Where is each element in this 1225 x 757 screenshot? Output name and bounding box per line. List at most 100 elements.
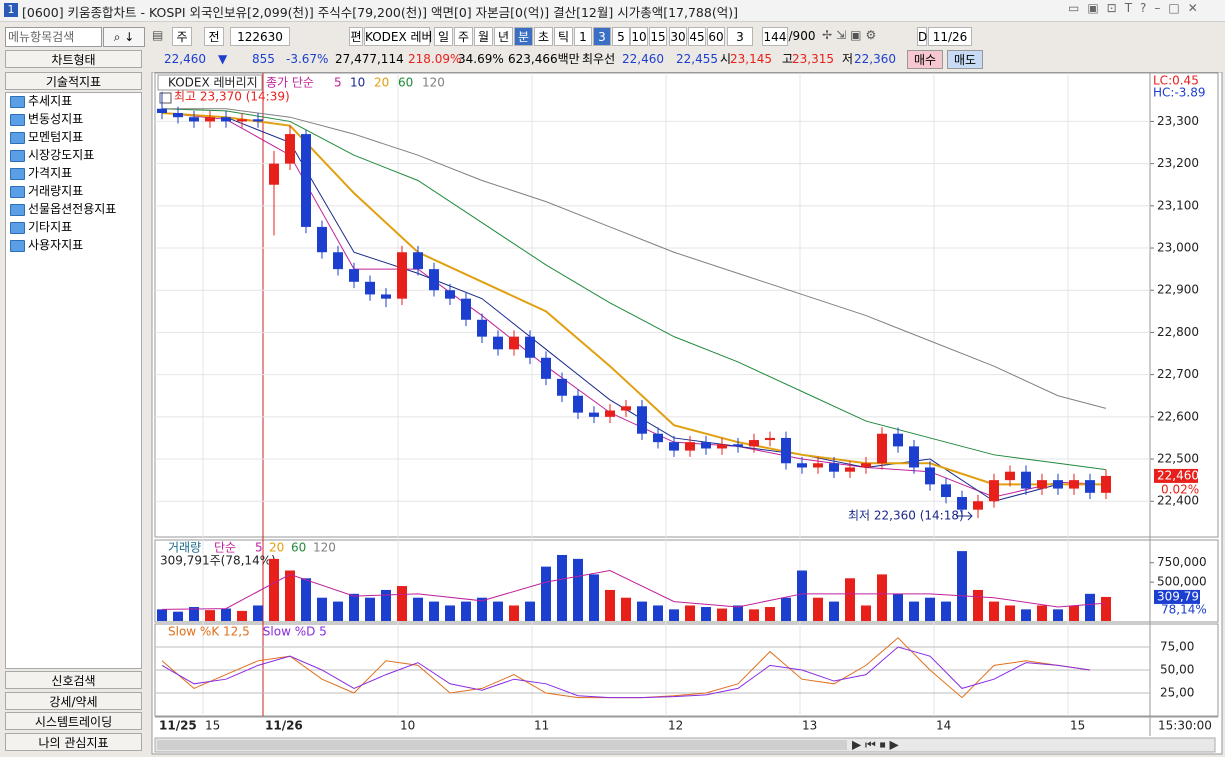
volume-bar <box>797 570 807 621</box>
stoch-tick-label: 50,00 <box>1160 663 1194 677</box>
volume-bar <box>637 601 647 621</box>
toolbar-item[interactable]: 월 <box>474 27 493 46</box>
volume-bar <box>589 574 599 621</box>
candle-body <box>829 463 839 472</box>
volume-bar <box>765 607 775 621</box>
candle-body <box>1005 471 1015 481</box>
toolbar-item[interactable]: 년 <box>494 27 513 46</box>
order-button[interactable]: 매도 <box>947 50 983 69</box>
tree-item: 거래량지표 <box>28 184 84 198</box>
search-box[interactable]: 메뉴항목검색 <box>5 27 102 47</box>
candle-body <box>1037 480 1047 489</box>
toolbar-row2: 22,460 ▼ 855 -3.67% 27,477,114 218.09% 34.69% 6… <box>152 49 1225 71</box>
ma-line <box>161 111 1106 486</box>
volume-label: 거래량 <box>168 541 201 555</box>
toolbar-item[interactable]: 11/26 <box>928 27 972 46</box>
tree-item: 변동성지표 <box>28 112 84 126</box>
strength[interactable]: 강세/약세 <box>5 692 142 710</box>
volume-bar <box>253 605 263 621</box>
system-trading[interactable]: 시스템트레이딩 <box>5 712 142 730</box>
toolbar-item[interactable]: 10 <box>630 27 648 46</box>
toolbar-item[interactable]: 15 <box>649 27 667 46</box>
toolbar-item[interactable]: 60 <box>707 27 725 46</box>
volume-bar <box>861 605 871 621</box>
candle-body <box>525 336 535 358</box>
volume-bar <box>669 609 679 621</box>
candle-body <box>813 463 823 468</box>
folder-icon <box>10 114 25 126</box>
folder-icon <box>10 240 25 252</box>
volume-bar <box>205 610 215 621</box>
toolbar-item[interactable]: 144 <box>762 27 788 46</box>
toolbar-item[interactable]: D <box>917 27 927 46</box>
candle-body <box>925 467 935 485</box>
volume-bar <box>925 597 935 621</box>
folder-icon <box>10 186 25 198</box>
tree-item: 기타지표 <box>28 220 73 234</box>
time-label: 11/25 <box>159 719 197 733</box>
candle-body <box>301 134 311 227</box>
toolbar-item[interactable]: 주 <box>172 27 192 46</box>
candle-body <box>1085 480 1095 493</box>
candle-body <box>909 446 919 468</box>
candle-body <box>589 412 599 417</box>
volume-bar <box>461 601 471 621</box>
volume-bar <box>221 608 231 621</box>
time-label: 12 <box>668 719 683 733</box>
folder-icon <box>10 168 25 180</box>
time-end: 15:30:00 <box>1158 719 1212 733</box>
toolbar-item[interactable]: 30 <box>669 27 687 46</box>
toolbar-item[interactable]: 초 <box>534 27 553 46</box>
scroll-buttons[interactable]: ▶ ⏮ ⏹ ▶ <box>852 738 899 752</box>
volume-last-pct: 78,14% <box>1161 602 1207 616</box>
search-buttons[interactable]: ⌕ ↓ <box>103 27 145 47</box>
candle-body <box>509 336 519 350</box>
ma-line <box>161 108 1107 471</box>
price-tick-label: 22,900 <box>1157 283 1199 297</box>
volume-bar <box>1085 593 1095 621</box>
price-tick-label: 22,600 <box>1157 409 1199 423</box>
toolbar-item[interactable]: 일 <box>434 27 453 46</box>
tab-indicators[interactable]: 기술적지표 <box>5 72 142 90</box>
toolbar-item[interactable]: 주 <box>454 27 473 46</box>
time-label: 15 <box>205 719 220 733</box>
toolbar-item[interactable]: 틱 <box>554 27 573 46</box>
quote-field: ▼ <box>218 52 228 66</box>
window-controls[interactable]: ▭▣⊡T?–□✕ <box>1068 1 1206 15</box>
candle-body <box>1069 480 1079 489</box>
my-indicators[interactable]: 나의 관심지표 <box>5 733 142 751</box>
panel-frame <box>154 72 1219 538</box>
toolbar-item[interactable]: KODEX 레버 <box>364 27 433 46</box>
candle-body <box>285 134 295 164</box>
toolbar-item[interactable]: 122630 <box>230 27 290 46</box>
volume-bar <box>557 554 567 621</box>
volume-bar <box>269 558 279 621</box>
volume-bar <box>525 601 535 621</box>
volume-bar <box>349 593 359 621</box>
candle-body <box>557 378 567 396</box>
candle-body <box>877 433 887 464</box>
volume-bar <box>845 578 855 621</box>
volume-bar <box>381 589 391 621</box>
tab-chart-type[interactable]: 차트형태 <box>5 50 142 68</box>
chart: 11/25 15 11/26 10 11 12 13 14 15 15:30:00 23,300 23… <box>151 72 1223 755</box>
ma-line <box>162 108 1107 409</box>
toolbar-item[interactable]: 1 <box>574 27 592 46</box>
toolbar-item[interactable]: 3 <box>593 27 611 46</box>
volume-last-tag <box>1154 589 1200 604</box>
instrument-name: KODEX 레버리지 <box>168 76 258 90</box>
volume-bar <box>701 607 711 621</box>
toolbar-item[interactable]: 5 <box>612 27 630 46</box>
scroll-thumb <box>157 740 847 750</box>
toolbar-item[interactable]: 3 <box>727 27 753 46</box>
toolbar-item[interactable]: 전 <box>204 27 224 46</box>
toolbar-item[interactable]: 편 <box>349 27 363 46</box>
signal-search[interactable]: 신호검색 <box>5 671 142 689</box>
quote-field: -3.67% <box>286 52 329 66</box>
toolbar-item[interactable]: 분 <box>514 27 533 46</box>
order-button[interactable]: 매수 <box>907 50 943 69</box>
candle-body <box>733 444 743 447</box>
candle-body <box>989 480 999 502</box>
volume-tick-label: 500,000 <box>1157 575 1207 589</box>
toolbar-item[interactable]: 45 <box>688 27 706 46</box>
